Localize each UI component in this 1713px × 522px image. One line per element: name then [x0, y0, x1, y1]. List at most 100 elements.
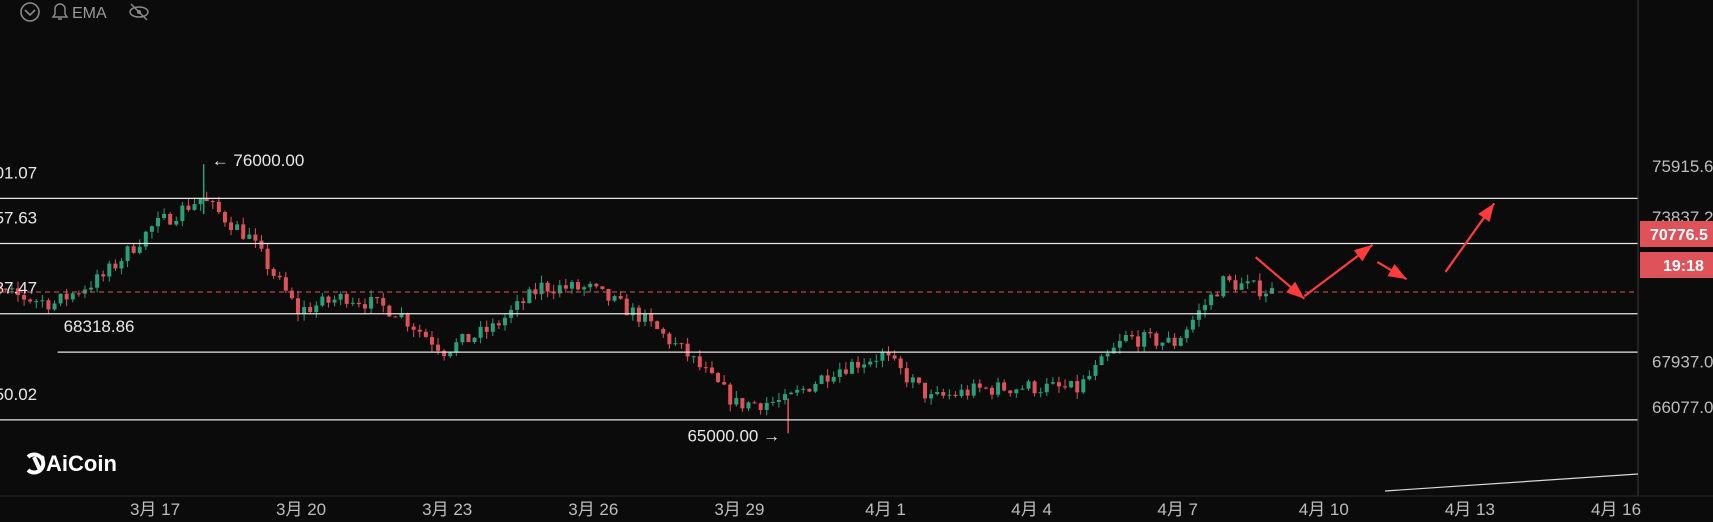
candle-body	[910, 377, 915, 383]
candle-body	[289, 290, 294, 299]
candle-body	[746, 402, 751, 409]
candle-body	[1233, 280, 1238, 290]
candle-body	[381, 298, 386, 306]
candle-body	[868, 361, 873, 365]
candle-body	[326, 296, 331, 303]
candle-body	[70, 293, 75, 300]
candle-body	[789, 392, 794, 395]
candle-body	[375, 297, 380, 299]
candle-body	[95, 274, 100, 288]
candle-body	[156, 217, 160, 227]
candle-body	[466, 333, 471, 343]
candle-body	[630, 307, 635, 316]
candle-body	[320, 296, 325, 306]
x-tick-label: 3月 23	[422, 500, 472, 519]
candle-body	[831, 376, 836, 382]
candle-body	[703, 367, 708, 369]
candle-body	[235, 224, 240, 230]
candle-body	[162, 213, 167, 218]
candle-body	[880, 352, 885, 361]
candle-body	[734, 398, 739, 405]
candle-body	[253, 234, 258, 241]
candle-body	[1069, 381, 1074, 388]
candle-body	[898, 358, 903, 369]
candle-body	[338, 294, 343, 300]
candle-body	[350, 302, 355, 304]
candle-body	[137, 246, 142, 253]
projection-arrow[interactable]	[1376, 261, 1408, 281]
candle-body	[1008, 390, 1013, 394]
candle-body	[576, 282, 581, 290]
candle-body	[1002, 382, 1007, 391]
alert-bell-icon[interactable]	[51, 3, 69, 20]
candle-body	[661, 328, 666, 334]
candle-body	[52, 303, 57, 310]
y-tick-label: 67937.0	[1652, 352, 1713, 371]
candle-body	[417, 329, 422, 332]
candle-body	[862, 364, 867, 368]
candle-body	[953, 394, 958, 396]
candle-body	[1142, 332, 1147, 347]
candle-body	[369, 297, 374, 309]
candle-body	[1130, 335, 1134, 337]
x-tick-label: 4月 7	[1157, 500, 1198, 519]
current-price-label: 70776.5	[1650, 227, 1708, 244]
candle-body	[1148, 332, 1153, 334]
projection-arrow[interactable]	[1303, 244, 1374, 298]
candle-body	[521, 301, 526, 304]
aicoin-logo-icon	[26, 452, 46, 475]
x-tick-label: 4月 1	[865, 500, 906, 519]
candle-body	[916, 377, 921, 383]
projection-arrow[interactable]	[1254, 256, 1306, 300]
collapse-chevron-icon[interactable]	[20, 2, 40, 22]
candle-body	[198, 198, 203, 205]
candle-body	[856, 361, 861, 368]
projection-arrow[interactable]	[1444, 202, 1496, 273]
candle-body	[935, 392, 940, 395]
candle-body	[1020, 388, 1025, 390]
candle-body	[795, 389, 800, 393]
candle-body	[649, 313, 654, 322]
aicoin-logo: AiCoin	[26, 451, 117, 476]
candle-body	[34, 301, 39, 303]
candle-body	[168, 213, 173, 225]
candle-body	[1172, 337, 1177, 346]
candle-body	[1044, 383, 1049, 393]
hide-eye-icon[interactable]	[129, 3, 149, 21]
candle-body	[222, 212, 227, 223]
candle-body	[277, 275, 282, 278]
candle-body	[515, 301, 520, 310]
candle-body	[1050, 382, 1055, 384]
candle-body	[192, 204, 197, 210]
candle-body	[186, 205, 191, 210]
candle-body	[40, 300, 45, 302]
candle-body	[1063, 386, 1068, 388]
candle-body	[490, 323, 495, 332]
candle-body	[1056, 382, 1061, 387]
candle-body	[89, 287, 94, 290]
candle-body	[1111, 347, 1116, 354]
candle-body	[624, 298, 629, 316]
countdown-label: 19:18	[1663, 258, 1704, 275]
candle-body	[996, 382, 1001, 395]
candle-body	[1117, 341, 1122, 348]
candle-body	[387, 305, 392, 317]
candle-body	[46, 300, 51, 310]
indicator-ema-label[interactable]: EMA	[72, 5, 107, 22]
level-lines-layer: 74601.07 72757.63 69887.47 68318.86 65550.02	[0, 163, 1638, 421]
candle-body	[716, 372, 721, 383]
x-tick-label: 3月 29	[714, 500, 764, 519]
candle-body	[600, 286, 605, 289]
candle-body	[983, 387, 988, 389]
candle-body	[454, 342, 459, 353]
candle-body	[612, 296, 617, 301]
level-line-label: 72757.63	[0, 208, 37, 227]
candle-body	[9, 288, 14, 290]
candle-body	[1257, 280, 1262, 297]
candle-body	[502, 317, 507, 326]
candle-body	[429, 337, 434, 345]
candle-body	[436, 344, 441, 351]
candle-body	[1160, 342, 1165, 346]
